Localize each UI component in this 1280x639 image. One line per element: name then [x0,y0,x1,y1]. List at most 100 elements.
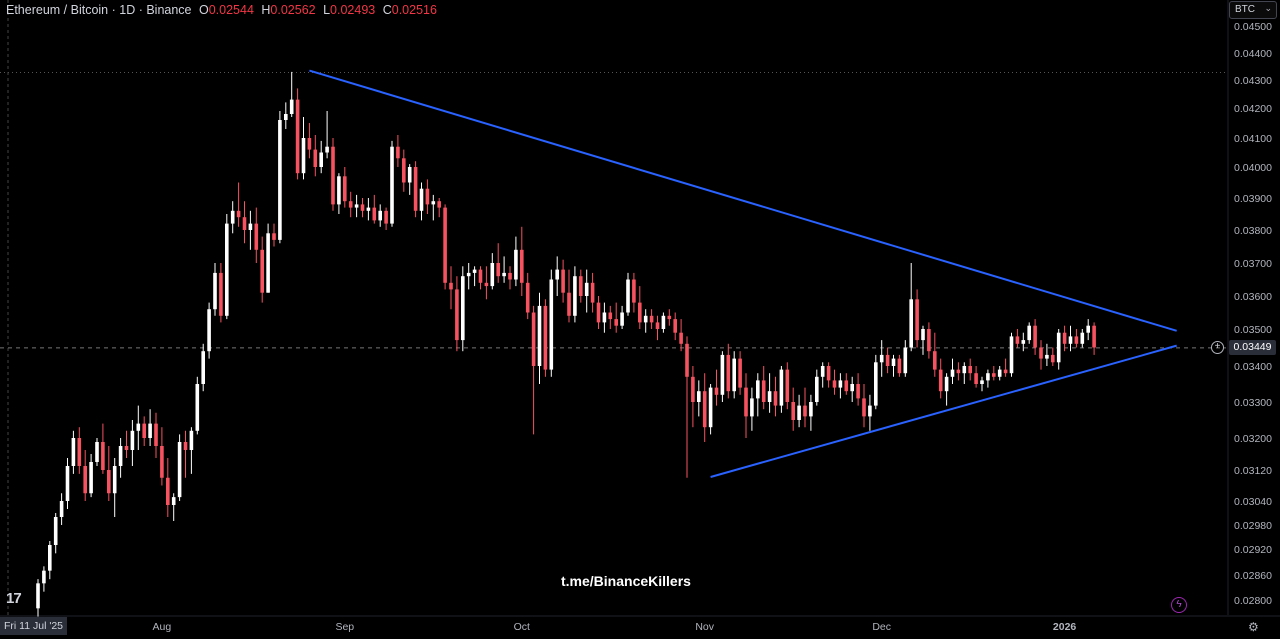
candle-body [402,158,406,183]
candle-body [1074,336,1079,344]
y-tick-label: 0.03800 [1234,225,1272,237]
candle-body [53,517,58,545]
candle-body [177,442,182,498]
candle-body [679,332,683,344]
candle-body [702,391,707,428]
candle-body [980,380,984,384]
candle-body [148,423,152,438]
candle-body [761,380,766,402]
candle-body [313,149,318,167]
candle-body [655,322,660,329]
candle-body [213,272,217,310]
candle-body [844,380,849,392]
candle-body [407,167,412,183]
candle-body [832,380,837,388]
currency-selector[interactable]: BTC ⌄ [1229,1,1277,19]
candle-body [289,99,294,114]
y-tick-label: 0.04500 [1234,21,1272,33]
candle-body [732,358,736,392]
lightning-icon[interactable]: ϟ [1171,597,1187,613]
candle-body [360,204,365,211]
candle-body [614,319,618,326]
candle-body [466,272,471,277]
candle-body [496,263,500,277]
candle-body [461,276,465,341]
tradingview-logo-icon[interactable]: 17 [6,590,22,607]
candle-body [891,358,896,366]
candle-body [183,442,188,450]
candle-body [986,373,990,381]
x-tick-label: Dec [872,621,891,633]
current-price-badge: 0.03449 [1229,340,1276,355]
candle-body [950,369,955,377]
candle-body [348,201,353,208]
candle-body [974,373,978,384]
candle-body [649,315,654,323]
candle-body [225,223,229,316]
close-label: C [382,3,392,17]
gear-icon[interactable]: ⚙ [1248,620,1259,634]
candle-body [956,369,961,374]
plus-circle-icon[interactable]: + [1211,341,1224,354]
candle-body [337,176,341,205]
candle-body [643,315,648,323]
candle-body [862,398,866,417]
y-tick-label: 0.03120 [1234,465,1272,477]
candle-body [1051,354,1055,363]
y-tick-label: 0.03600 [1234,291,1272,303]
candle-body [726,354,731,392]
y-tick-label: 0.03900 [1234,193,1272,205]
candle-body [1045,354,1049,359]
candle-body [602,312,607,323]
candle-body [160,446,164,478]
x-tick-label: Aug [153,621,172,633]
candle-body [325,146,329,153]
candle-body [301,138,306,174]
candle-body [278,120,282,240]
x-tick-label: Nov [695,621,714,633]
candle-body [826,366,831,381]
candle-body [478,269,483,283]
candle-body [95,442,99,462]
candle-body [490,263,495,287]
low-value: 0.02493 [330,3,376,17]
candle-body [520,249,524,283]
y-tick-label: 0.03300 [1234,397,1272,409]
candle-body [1056,332,1061,363]
candle-body [915,299,919,341]
candle-body [797,405,801,420]
candle-body [897,358,902,374]
candle-body [1033,325,1037,348]
candle-body [997,369,1002,377]
candle-body [419,188,424,211]
candle-body [909,299,913,348]
candle-body [431,201,436,205]
candle-body [71,438,76,466]
candle-body [1015,336,1020,344]
candle-body [596,302,601,323]
y-tick-label: 0.04100 [1234,133,1272,145]
candle-body [685,343,689,377]
candle-body [632,279,636,303]
candle-body [207,309,211,352]
crosshair-date-badge: Fri 11 Jul '25 [0,617,68,635]
y-tick-label: 0.04400 [1234,48,1272,60]
candle-body [260,249,264,293]
y-tick-label: 0.02860 [1234,570,1272,582]
candle-body [319,152,323,167]
candle-body [549,279,554,370]
candle-body [242,217,247,230]
candle-body [856,384,860,399]
candle-body [756,380,760,399]
open-value: 0.02544 [208,3,254,17]
candle-body [42,570,46,584]
candle-body [331,146,335,205]
candle-body [354,204,359,208]
candle-body [608,312,613,320]
candle-body [65,466,70,501]
symbol-title: Ethereum / Bitcoin · 1D · Binance [6,3,192,17]
candle-body [1027,325,1031,341]
candle-body [773,391,778,406]
